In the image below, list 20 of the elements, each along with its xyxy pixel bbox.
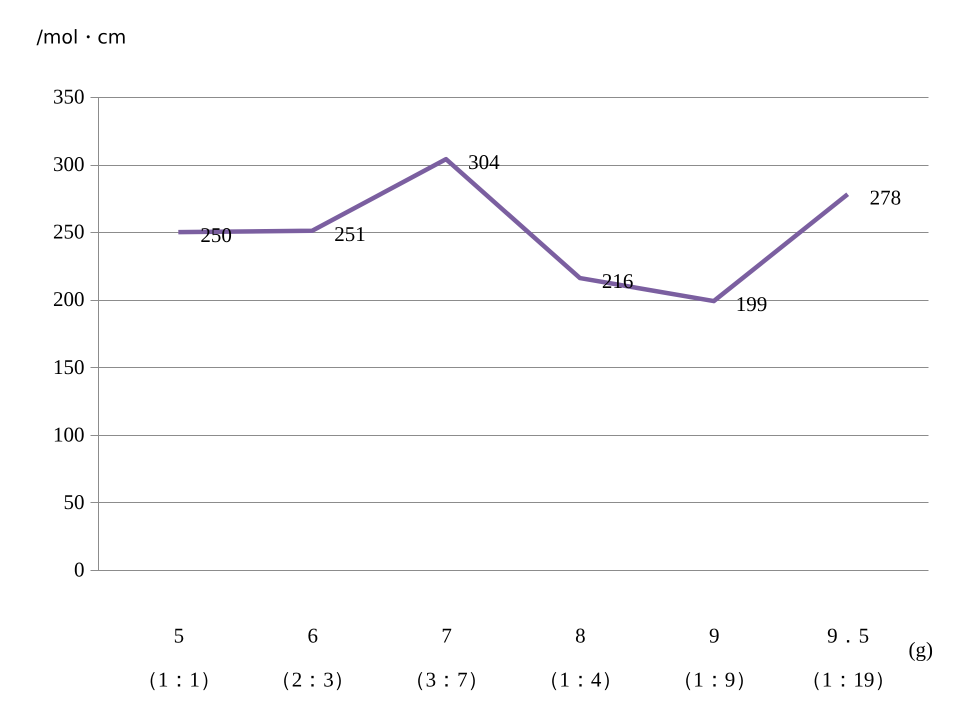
data-label: 278 bbox=[870, 185, 902, 210]
y-tick-label: 200 bbox=[53, 287, 84, 312]
y-tick-label: 150 bbox=[53, 354, 84, 379]
x-tick-label: 9 （1：9） bbox=[672, 624, 756, 692]
y-tick-label: 50 bbox=[64, 490, 84, 514]
x-tick-label: 8 （1：4） bbox=[538, 624, 622, 692]
x-tick-label: 5 （1：1） bbox=[136, 624, 221, 692]
data-label: 304 bbox=[468, 150, 500, 174]
y-tick-label: 250 bbox=[53, 220, 84, 244]
y-tick-label: 0 bbox=[74, 558, 84, 582]
y-tick-label: 100 bbox=[53, 422, 84, 446]
y-axis-title: /mol・cm bbox=[36, 26, 126, 48]
x-tick-label: 7 （3：7） bbox=[404, 624, 489, 692]
x-tick-label: 6 （2：3） bbox=[270, 624, 355, 692]
x-tick-label: 9．5 （1：19） bbox=[800, 624, 896, 692]
x-axis-title: (g) bbox=[908, 638, 933, 662]
data-label: 251 bbox=[334, 222, 366, 246]
data-label: 199 bbox=[736, 292, 768, 316]
y-tick-label: 350 bbox=[53, 84, 84, 108]
y-tick-label: 300 bbox=[53, 152, 84, 176]
